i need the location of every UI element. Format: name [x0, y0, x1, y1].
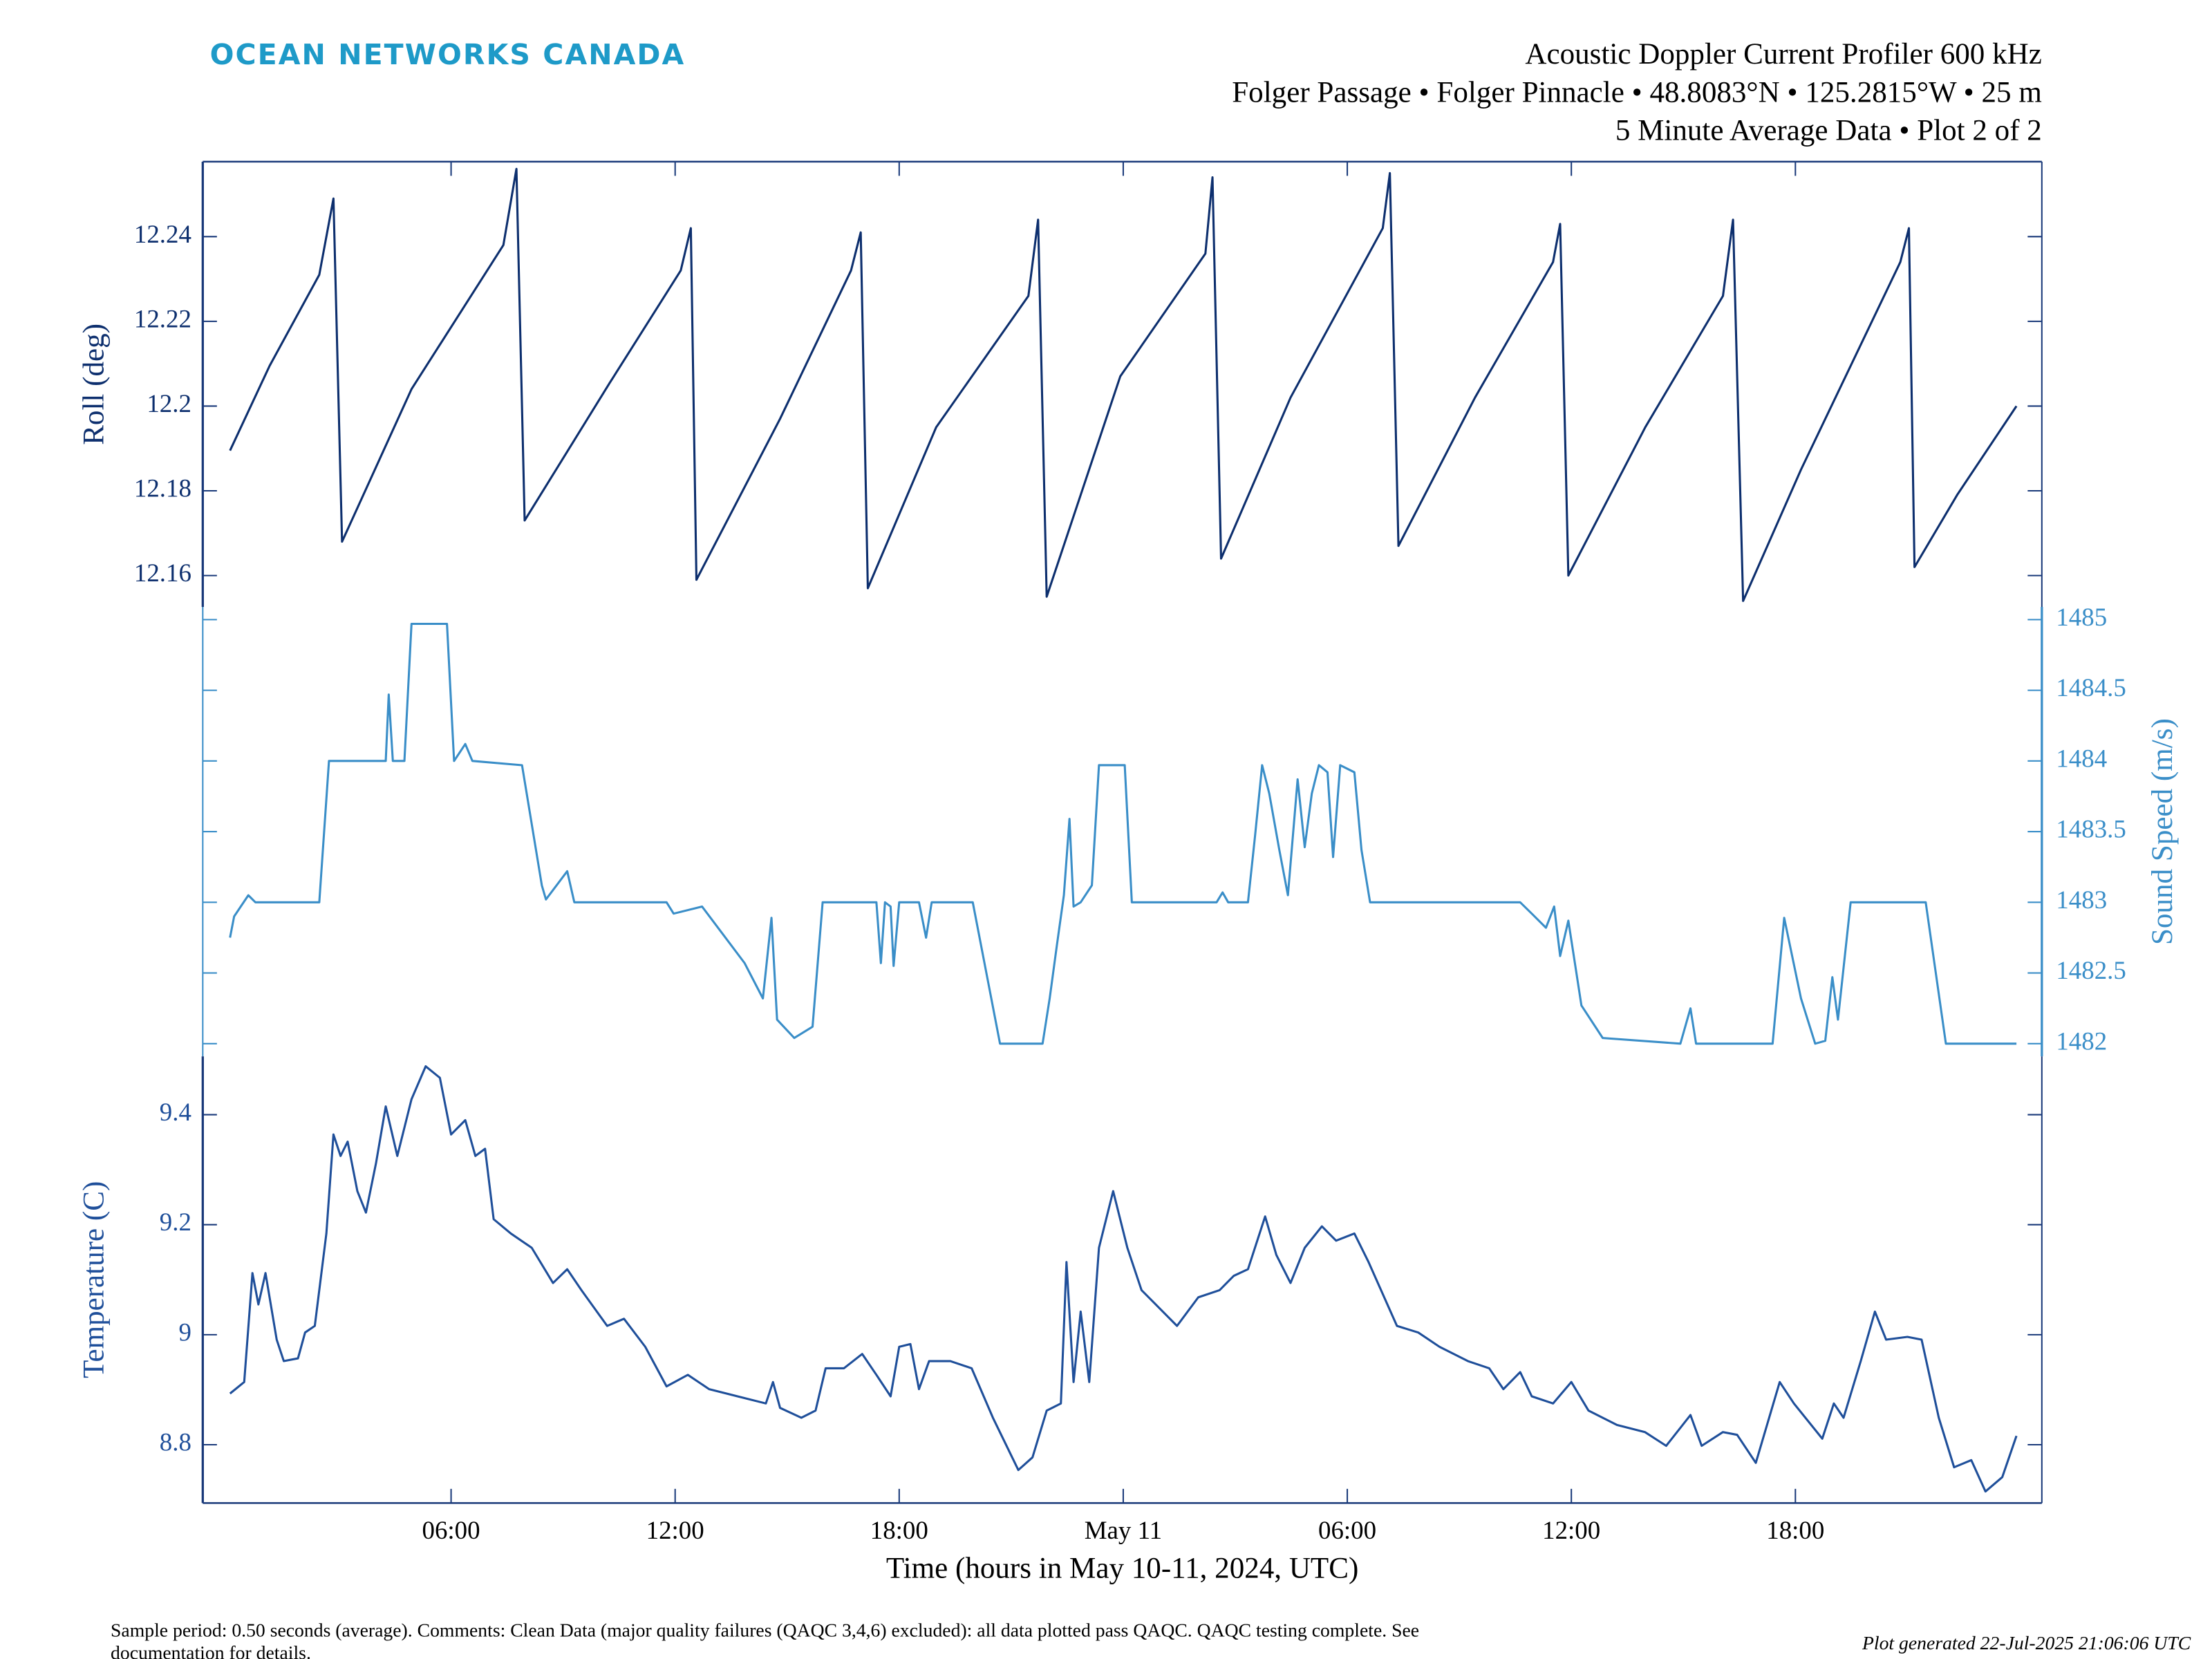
y-tick-label: 1482 — [2056, 1027, 2107, 1055]
data-line — [229, 622, 2017, 1045]
y-tick-label: 12.16 — [134, 559, 191, 587]
data-line — [229, 167, 2018, 602]
y-tick-label: 1484.5 — [2056, 673, 2126, 702]
y-tick-label: 1483.5 — [2056, 815, 2126, 843]
footnote: documentation for details. — [111, 1642, 311, 1659]
y-tick-label: 8.8 — [160, 1427, 191, 1456]
y-tick-label: 1485 — [2056, 603, 2107, 631]
chart-subtitle: Folger Passage • Folger Pinnacle • 48.80… — [1232, 76, 2042, 109]
x-tick-label: 12:00 — [1542, 1516, 1600, 1544]
y-tick-label: 1482.5 — [2056, 956, 2126, 984]
y-tick-label: 1483 — [2056, 885, 2107, 914]
y-axis-label: Temperature (C) — [77, 1181, 110, 1378]
y-tick-label: 9.4 — [160, 1098, 191, 1126]
generated-note: Plot generated 22-Jul-2025 21:06:06 UTC — [1862, 1632, 2191, 1653]
y-axis-label: Sound Speed (m/s) — [2146, 718, 2179, 945]
x-tick-label: 18:00 — [1766, 1516, 1824, 1544]
y-tick-label: 9 — [178, 1318, 191, 1346]
x-tick-label: 12:00 — [646, 1516, 704, 1544]
footnote: Sample period: 0.50 seconds (average). C… — [111, 1619, 1419, 1640]
y-tick-label: 12.24 — [134, 220, 191, 248]
logo: OCEAN NETWORKS CANADA — [210, 38, 686, 71]
chart-title: Acoustic Doppler Current Profiler 600 kH… — [1525, 38, 2041, 71]
y-axis-label: Roll (deg) — [77, 324, 110, 445]
y-tick-label: 9.2 — [160, 1208, 191, 1236]
y-tick-label: 12.18 — [134, 474, 191, 502]
x-tick-label: May 11 — [1085, 1516, 1162, 1544]
x-axis-label: Time (hours in May 10-11, 2024, UTC) — [886, 1553, 1358, 1585]
y-tick-label: 12.22 — [134, 304, 191, 332]
x-tick-label: 06:00 — [1318, 1516, 1376, 1544]
y-tick-label: 12.2 — [147, 389, 191, 418]
y-tick-label: 1484 — [2056, 744, 2107, 772]
x-tick-label: 06:00 — [422, 1516, 480, 1544]
data-line — [229, 1065, 2018, 1493]
x-tick-label: 18:00 — [870, 1516, 928, 1544]
chart-subtitle: 5 Minute Average Data • Plot 2 of 2 — [1615, 115, 2042, 147]
